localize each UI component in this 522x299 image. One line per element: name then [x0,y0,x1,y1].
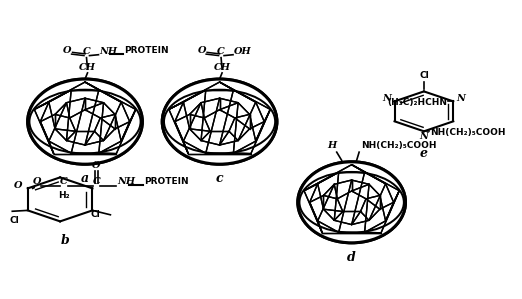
Text: CH: CH [79,63,96,72]
Text: d: d [347,251,356,264]
Text: C: C [82,48,90,57]
Text: OH: OH [233,47,251,56]
Text: N: N [420,132,429,141]
Text: O: O [198,46,206,55]
Text: N: N [457,94,466,103]
Text: PROTEIN: PROTEIN [124,46,169,55]
Text: O: O [32,178,41,187]
Text: Cl: Cl [10,216,20,225]
Text: C: C [217,48,225,57]
Ellipse shape [28,79,142,164]
Text: e: e [420,147,428,161]
Text: CH: CH [213,63,231,72]
Text: NH: NH [99,47,117,56]
Text: a: a [81,173,89,185]
Text: H: H [327,141,336,150]
Text: Cl: Cl [419,71,429,80]
Text: b: b [61,234,69,247]
Text: O: O [14,181,22,190]
Text: O: O [92,161,101,170]
Text: H₂: H₂ [58,190,70,199]
Ellipse shape [162,79,277,164]
Ellipse shape [28,79,143,164]
Text: c: c [216,173,223,185]
Text: C: C [60,177,68,186]
Text: NH(CH₂)₅COOH: NH(CH₂)₅COOH [431,128,506,137]
Text: N: N [382,94,391,103]
Ellipse shape [162,79,277,164]
Ellipse shape [298,162,405,242]
Text: NH: NH [117,177,136,186]
Text: Cl: Cl [91,210,100,219]
Text: PROTEIN: PROTEIN [145,177,189,186]
Text: C: C [92,177,100,186]
Text: (H₃C)₂HCHN: (H₃C)₂HCHN [387,98,447,107]
Text: O: O [63,46,72,55]
Ellipse shape [298,162,406,243]
Text: NH(CH₂)₅COOH: NH(CH₂)₅COOH [362,141,437,150]
